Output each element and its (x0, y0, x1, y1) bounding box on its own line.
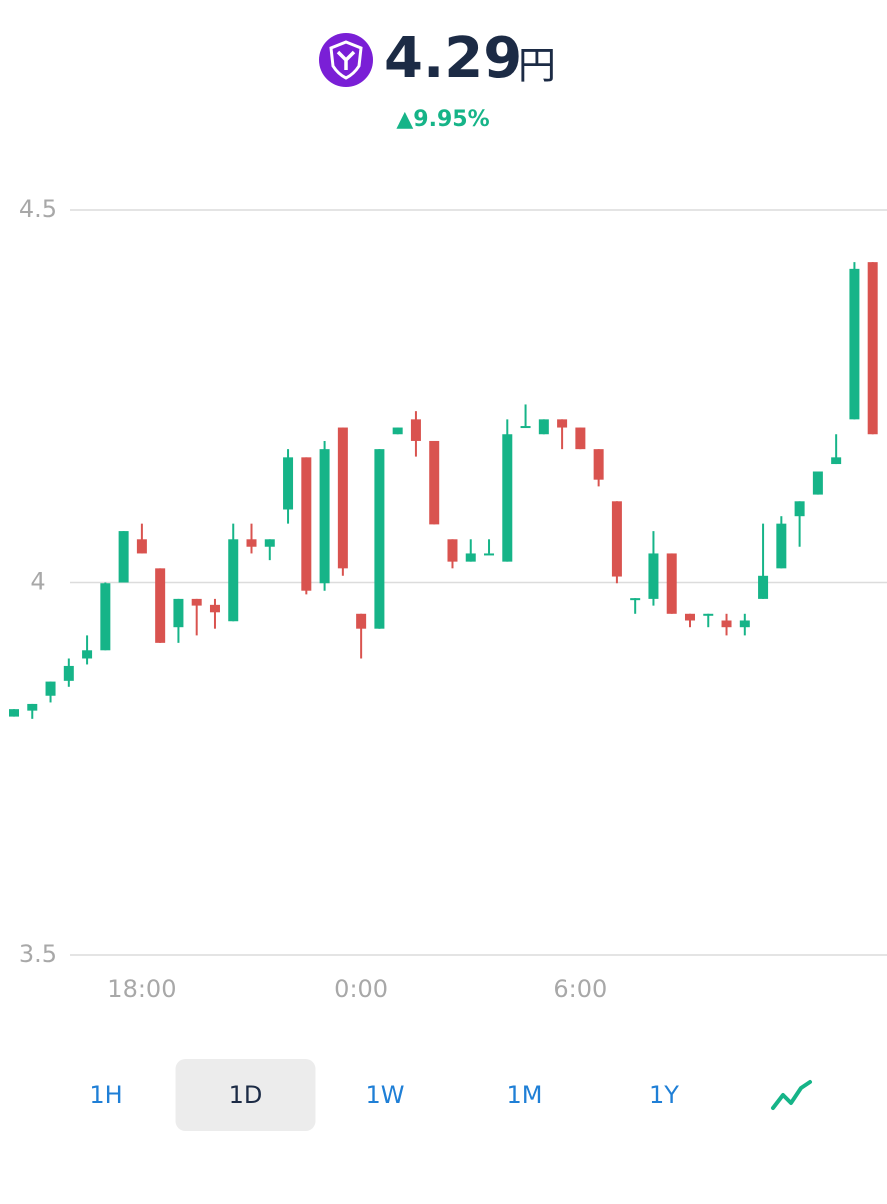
candle-body (703, 613, 714, 616)
candle-body (611, 501, 622, 577)
range-button[interactable]: 1Y (649, 1081, 679, 1109)
y-tick-label: 4 (30, 568, 45, 596)
coin-icon (319, 33, 373, 87)
candle-body (136, 539, 147, 554)
candle-body (228, 539, 239, 622)
candle-body (758, 575, 769, 599)
currency: 円 (518, 44, 556, 88)
candle-body (849, 268, 860, 420)
candle-body (831, 457, 842, 465)
candle-body (191, 598, 202, 606)
candle-body (502, 434, 513, 562)
candle-body (264, 539, 275, 547)
candle-body (684, 613, 695, 621)
candle-body (155, 568, 166, 643)
candle-body (447, 539, 458, 562)
candle-body (794, 501, 805, 517)
candle-body (593, 449, 604, 480)
candle-body (520, 426, 531, 429)
candle-body (209, 604, 220, 613)
range-button[interactable]: 1W (366, 1081, 405, 1109)
candle-body (374, 449, 385, 629)
candle-body (118, 531, 129, 583)
candle-body (9, 709, 19, 717)
x-tick-label: 18:00 (107, 975, 176, 1003)
candle-body (776, 523, 787, 569)
candle-body (575, 427, 586, 450)
range-button[interactable]: 1M (507, 1081, 543, 1109)
price-change: ▲9.95% (396, 107, 489, 132)
candle-body (465, 553, 476, 562)
candle-body (319, 449, 330, 584)
line-chart-toggle[interactable] (771, 1080, 812, 1110)
x-tick-label: 6:00 (553, 975, 607, 1003)
price: 4.29 (384, 26, 522, 91)
candle-body (410, 419, 421, 441)
x-tick-label: 0:00 (334, 975, 388, 1003)
y-tick-label: 4.5 (19, 195, 57, 223)
candle-body (283, 457, 294, 510)
candle-body (63, 665, 74, 681)
candle-body (45, 681, 56, 696)
candle-body (648, 553, 659, 599)
selected-range-bg (175, 1059, 316, 1131)
candle-body (739, 620, 750, 628)
candle-body (557, 419, 568, 428)
candle-body (246, 539, 257, 547)
candle-body (82, 650, 93, 659)
range-button[interactable]: 1H (89, 1081, 122, 1109)
candle-body (867, 262, 878, 435)
candle-body (337, 427, 348, 569)
candle-body (538, 419, 549, 435)
candle-body (301, 457, 312, 591)
candle-body (721, 620, 732, 628)
candle-body (666, 553, 677, 614)
candle-body (484, 553, 495, 556)
candle-body (392, 427, 403, 435)
candle-body (812, 471, 823, 495)
candle-body (356, 613, 367, 629)
candle-body (630, 598, 641, 601)
candle-body (173, 598, 184, 628)
candle-body (429, 440, 440, 525)
y-tick-label: 3.5 (19, 940, 57, 968)
candle-body (27, 703, 38, 711)
candle-body (100, 583, 111, 651)
range-button[interactable]: 1D (229, 1081, 263, 1109)
